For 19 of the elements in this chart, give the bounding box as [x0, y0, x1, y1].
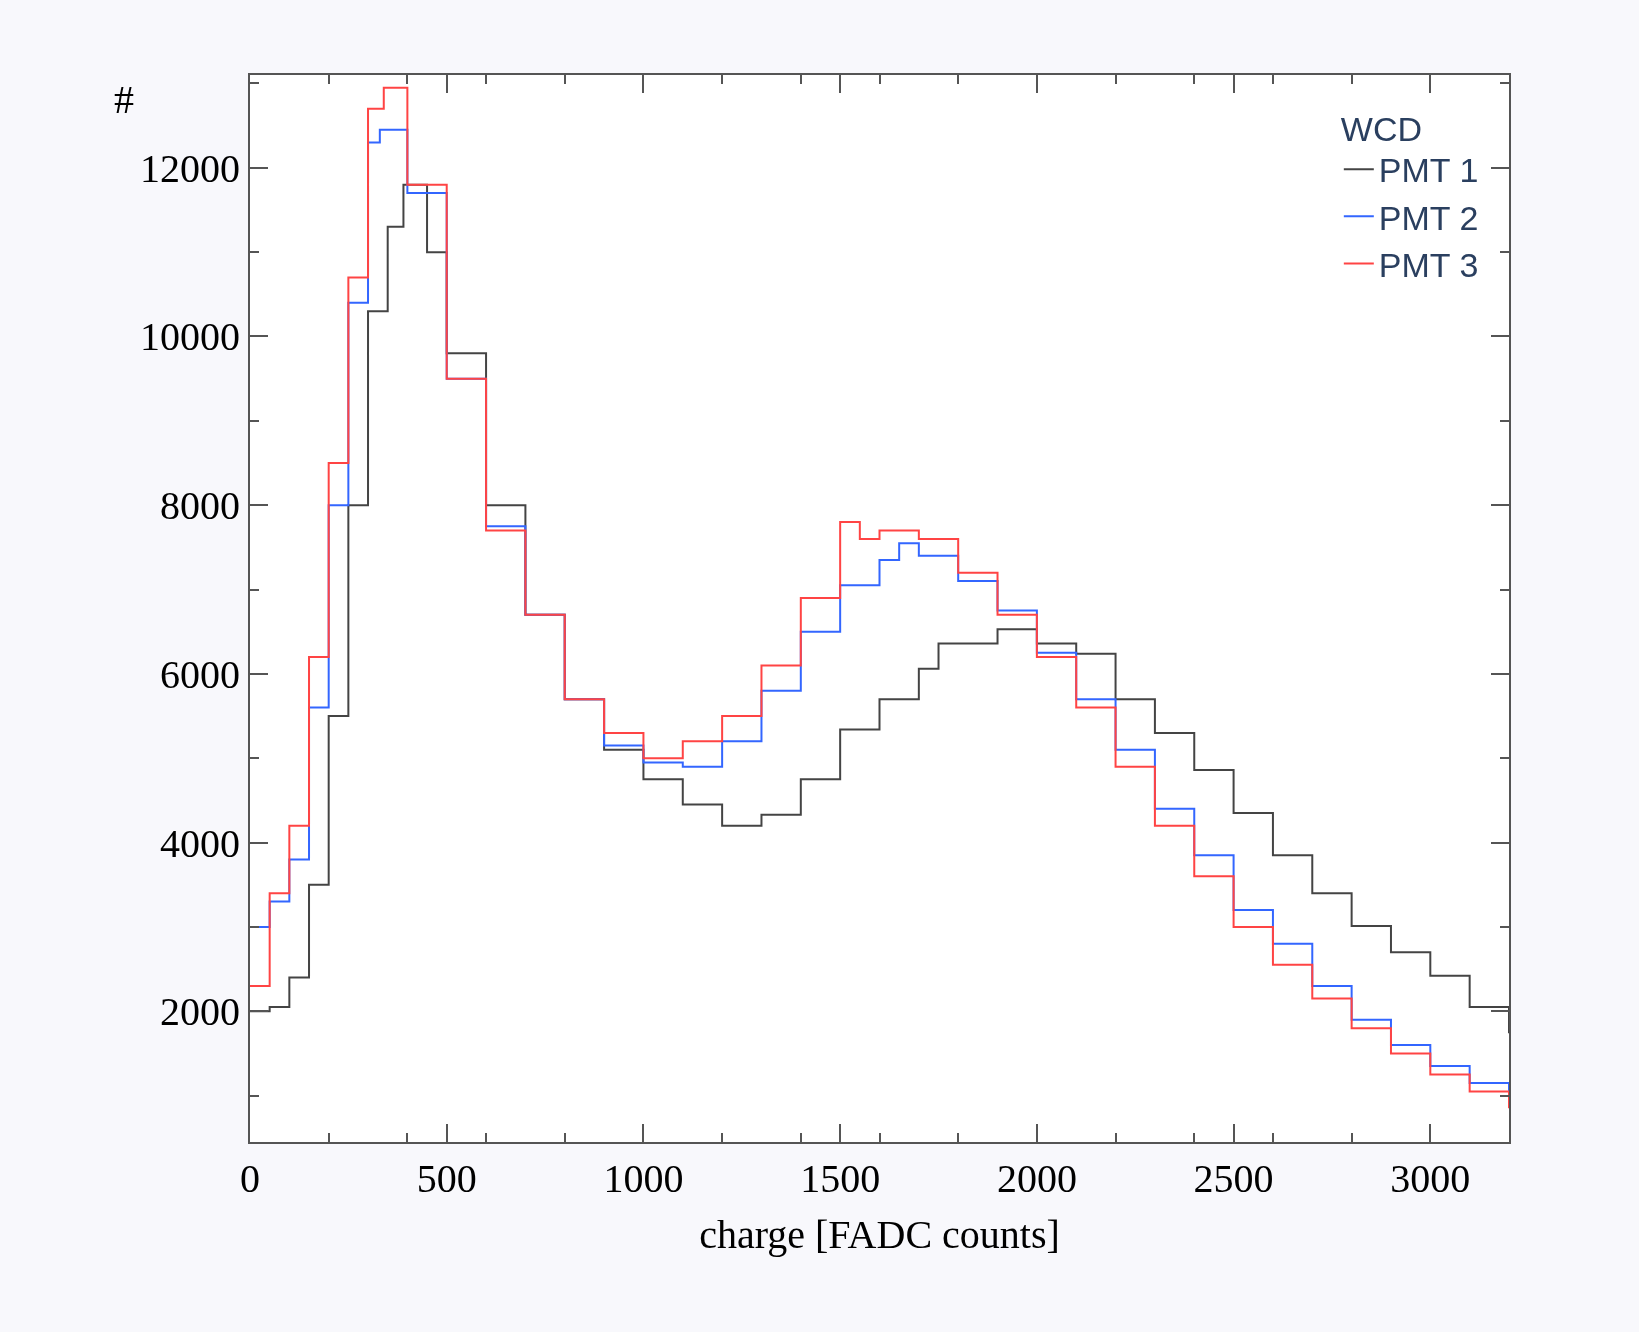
- x-tick-label: 500: [416, 1156, 477, 1201]
- legend-label: PMT 3: [1378, 245, 1479, 284]
- y-tick-label: 12000: [140, 145, 240, 191]
- y-tick-label: 6000: [160, 651, 240, 697]
- x-tick-label: 2000: [996, 1156, 1077, 1201]
- y-tick-label: 8000: [160, 483, 240, 529]
- x-tick-label: 3000: [1390, 1156, 1471, 1201]
- y-tick-label: 2000: [160, 989, 240, 1035]
- x-tick-label: 1500: [800, 1156, 881, 1201]
- x-tick-label: 0: [240, 1156, 260, 1201]
- legend-title: WCD: [1340, 109, 1423, 148]
- y-tick-label: 10000: [140, 314, 240, 360]
- y-tick-label: 4000: [160, 820, 240, 866]
- x-tick-label: 1000: [603, 1156, 684, 1201]
- legend-label: PMT 2: [1378, 198, 1479, 237]
- legend-label: PMT 1: [1378, 151, 1479, 190]
- x-tick-label: 2500: [1193, 1156, 1274, 1201]
- x-axis-title: charge [FADC counts]: [699, 1212, 1060, 1257]
- y-axis-title: #: [114, 77, 134, 122]
